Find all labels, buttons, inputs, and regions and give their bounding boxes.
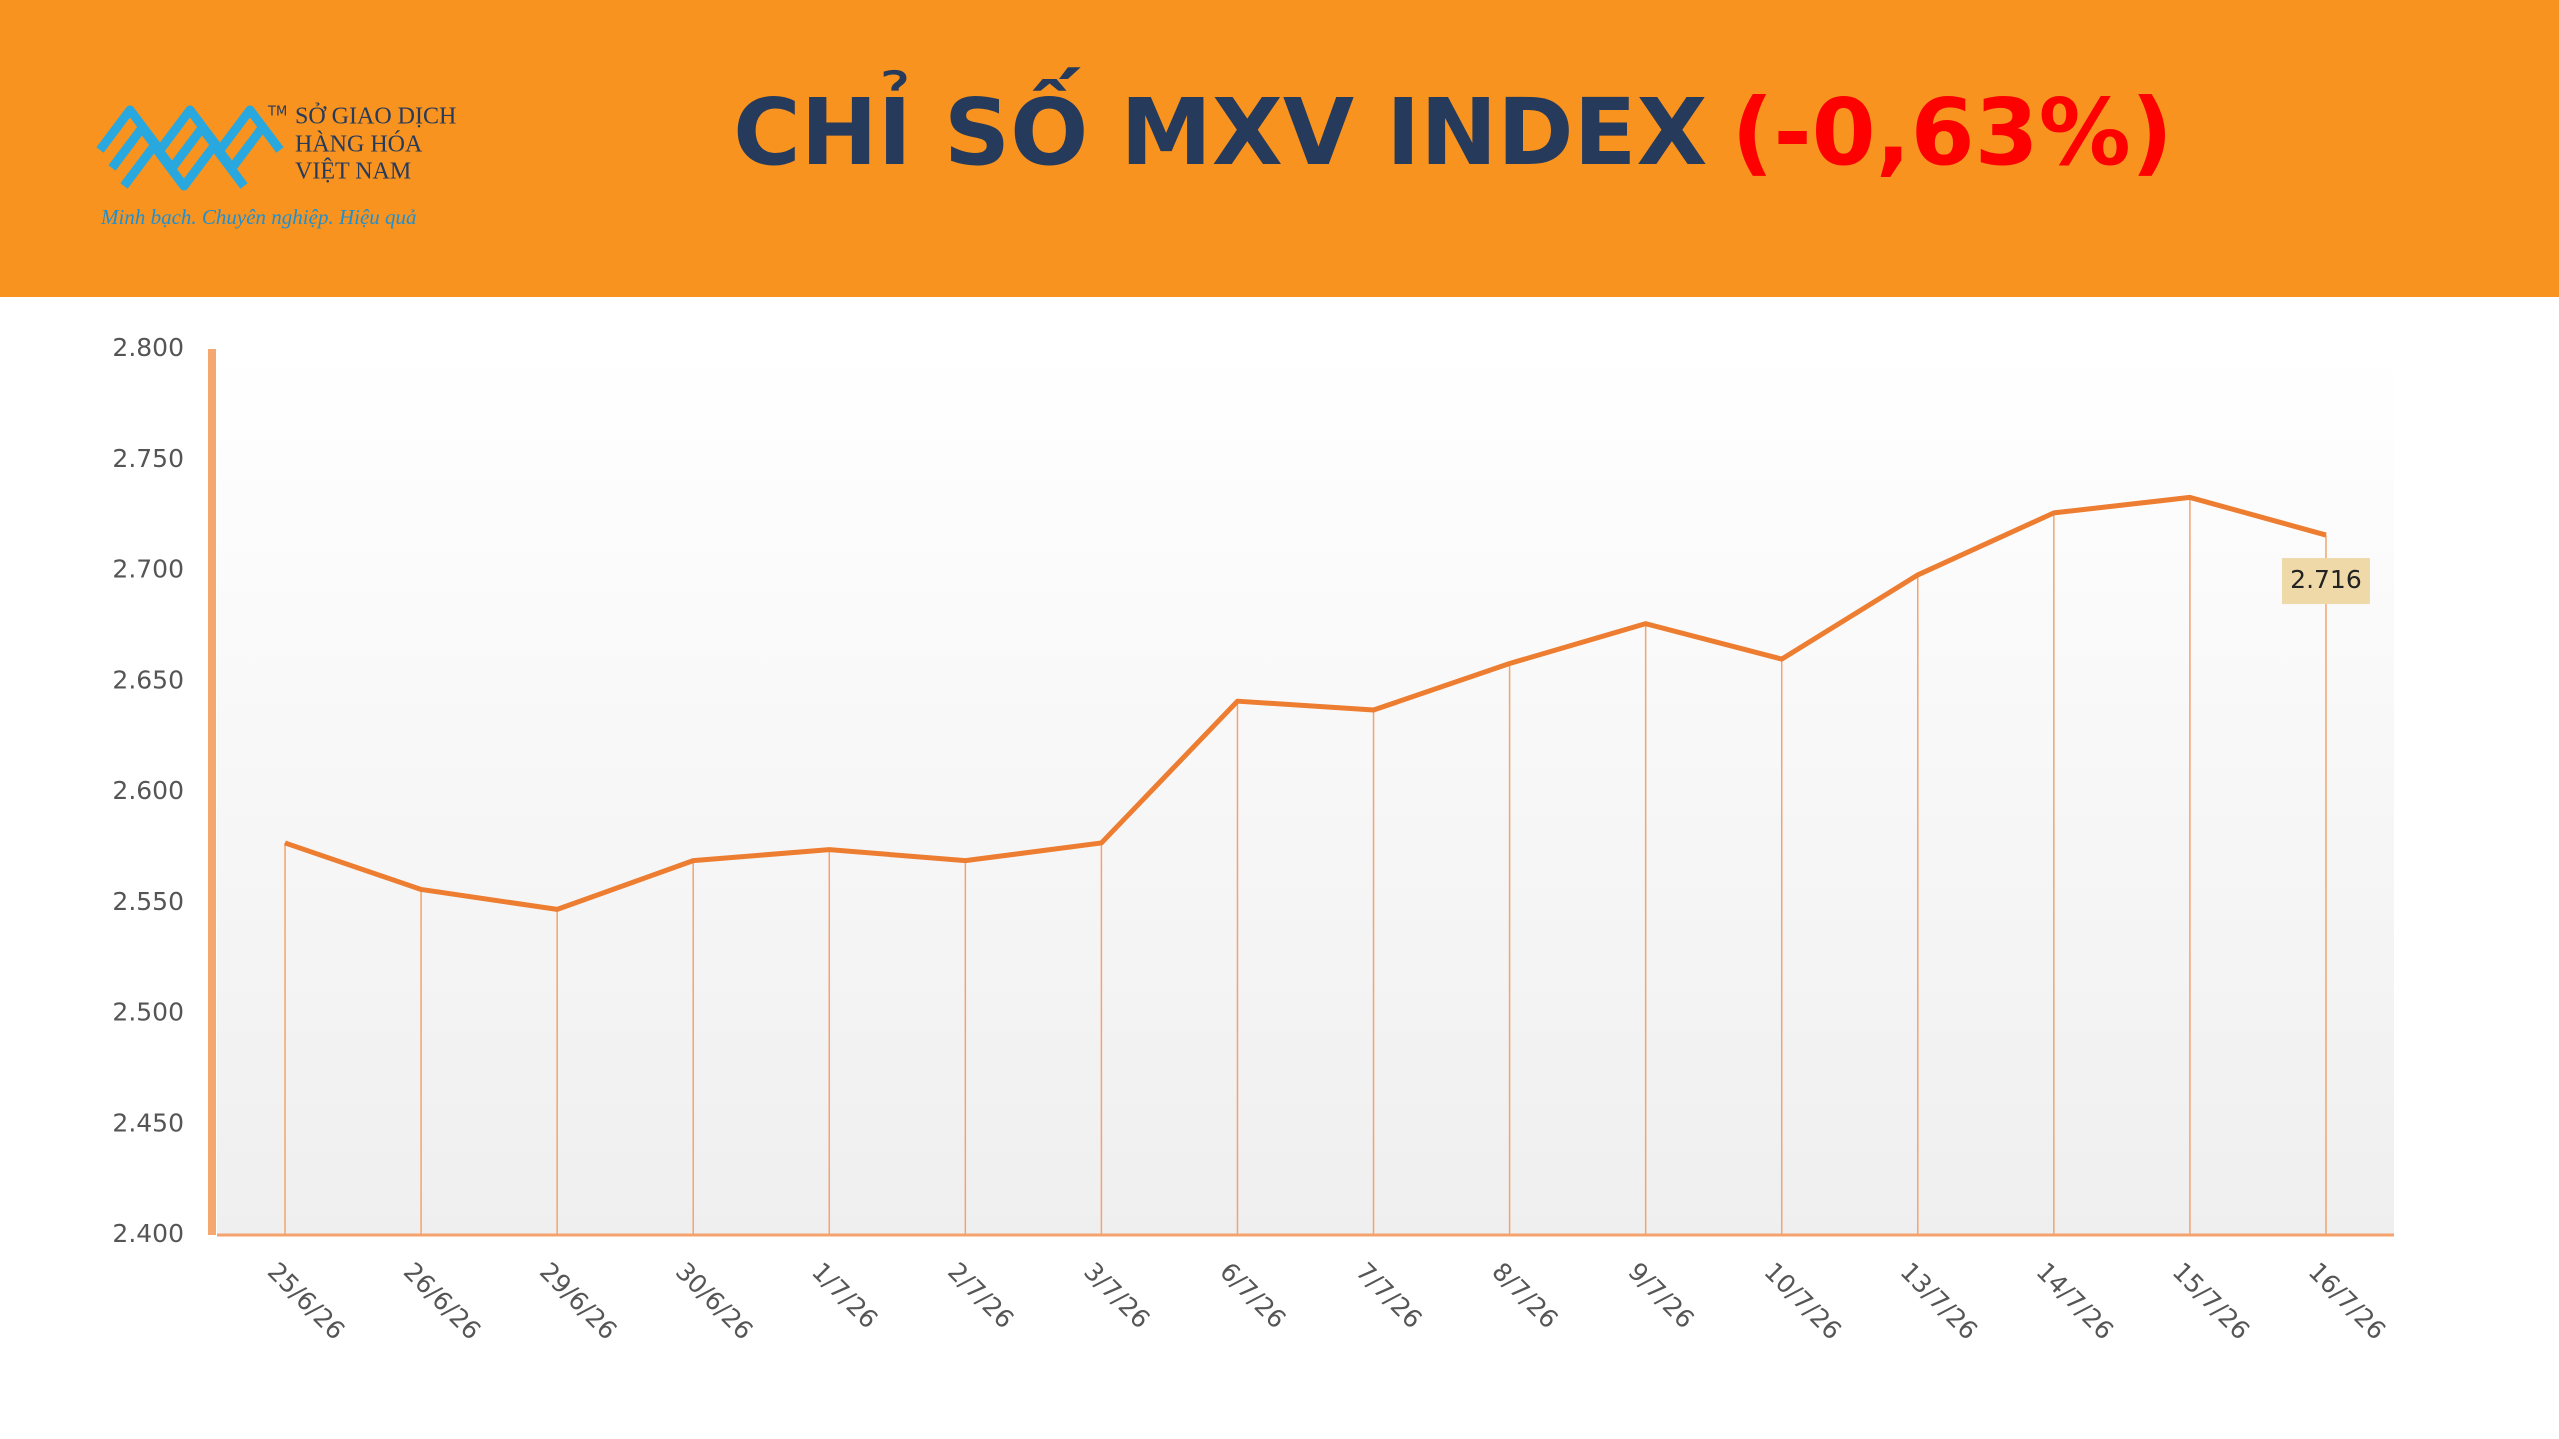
logo-text: SỞ GIAO DỊCH	[295, 104, 456, 130]
x-tick-label: 1/7/26	[806, 1257, 883, 1334]
logo-trademark: TM	[267, 105, 287, 120]
plot-area	[217, 349, 2394, 1235]
x-tick-label: 13/7/26	[1895, 1257, 1984, 1346]
data-label: 2.716	[2290, 565, 2362, 594]
data-label-box	[2281, 558, 2370, 605]
logo-slogan: Minh bạch. Chuyên nghiệp. Hiệu quả	[100, 205, 417, 229]
x-tick-label: 15/7/26	[2167, 1257, 2256, 1346]
title-main: CHỈ SỐ MXV INDEX	[733, 66, 1707, 186]
y-tick-label: 2.600	[112, 776, 184, 805]
x-tick-label: 8/7/26	[1486, 1257, 1563, 1334]
y-tick-label: 2.700	[112, 555, 184, 584]
chart-title: CHỈ SỐ MXV INDEX (-0,63%)	[733, 66, 2173, 186]
y-tick-label: 2.650	[112, 665, 184, 694]
x-tick-label: 16/7/26	[2303, 1257, 2392, 1346]
x-tick-label: 3/7/26	[1078, 1257, 1155, 1334]
x-tick-label: 26/6/26	[398, 1257, 487, 1346]
logo-text: HÀNG HÓA	[295, 131, 423, 158]
data-line	[284, 494, 2327, 912]
x-tick-label: 30/6/26	[670, 1257, 759, 1346]
y-tick-label: 2.450	[112, 1108, 184, 1137]
y-tick-label: 2.500	[112, 998, 184, 1027]
y-tick-label: 2.750	[112, 444, 184, 473]
title-change: (-0,63%)	[1731, 79, 2172, 186]
x-tick-label: 7/7/26	[1350, 1257, 1427, 1334]
y-axis-line	[208, 349, 216, 1235]
y-tick-label: 2.800	[112, 333, 184, 362]
x-tick-label: 6/7/26	[1214, 1257, 1291, 1334]
x-tick-label: 25/6/26	[262, 1257, 351, 1346]
x-tick-label: 14/7/26	[2031, 1257, 2120, 1346]
x-tick-label: 29/6/26	[534, 1257, 623, 1346]
x-tick-label: 2/7/26	[942, 1257, 1019, 1334]
y-tick-label: 2.400	[112, 1219, 184, 1248]
header-band	[0, 0, 2559, 297]
logo-text: VIỆT NAM	[295, 159, 411, 185]
logo-icon	[96, 105, 284, 191]
y-tick-label: 2.550	[112, 887, 184, 916]
x-tick-label: 9/7/26	[1622, 1257, 1699, 1334]
x-tick-label: 10/7/26	[1759, 1257, 1848, 1346]
